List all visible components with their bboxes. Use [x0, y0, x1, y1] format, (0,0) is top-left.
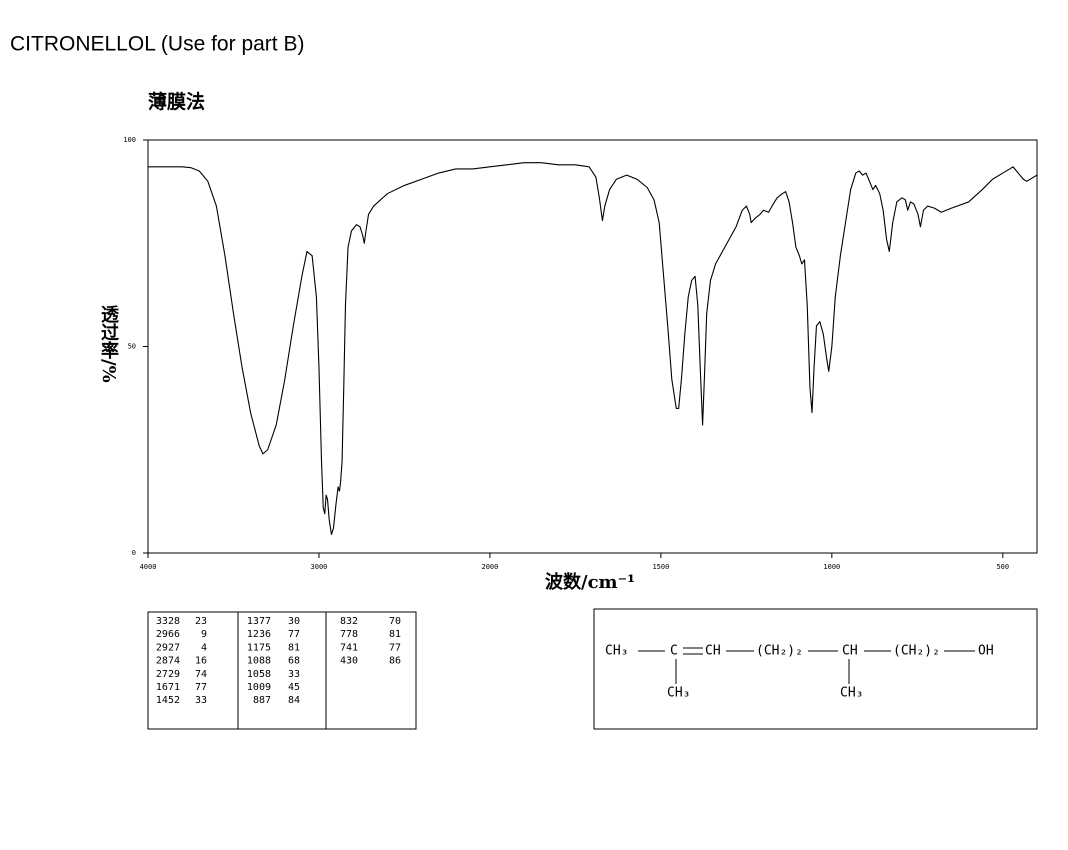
- peak-wavenumber: 1452: [156, 695, 180, 706]
- y-tick-label: 0: [132, 549, 136, 557]
- structure-label: CH₃: [605, 644, 628, 659]
- peak-transmittance: 9: [201, 629, 207, 640]
- structure-label: CH: [705, 644, 721, 659]
- peak-wavenumber: 2927: [156, 642, 180, 653]
- peak-wavenumber: 1377: [247, 616, 271, 627]
- peak-wavenumber: 832: [340, 616, 358, 627]
- structure-label: C: [670, 644, 678, 659]
- peak-wavenumber: 2966: [156, 629, 180, 640]
- peak-wavenumber: 430: [340, 656, 358, 667]
- peak-transmittance: 33: [288, 669, 300, 680]
- peak-transmittance: 84: [288, 695, 300, 706]
- peak-wavenumber: 2874: [156, 656, 180, 667]
- x-tick-label: 4000: [140, 563, 157, 571]
- peak-transmittance: 81: [288, 642, 300, 653]
- peak-table-frame: [147, 611, 417, 730]
- peak-wavenumber: 741: [340, 642, 358, 653]
- peak-transmittance: 23: [195, 616, 207, 627]
- peak-wavenumber: 1236: [247, 629, 271, 640]
- structure-label: CH₃: [840, 686, 863, 701]
- peak-wavenumber: 1671: [156, 682, 180, 693]
- peak-transmittance: 4: [201, 642, 207, 653]
- peak-transmittance: 70: [389, 616, 401, 627]
- peak-wavenumber: 778: [340, 629, 358, 640]
- x-tick-label: 1000: [823, 563, 840, 571]
- peak-wavenumber: 2729: [156, 669, 180, 680]
- peak-wavenumber: 1088: [247, 656, 271, 667]
- peak-transmittance: 45: [288, 682, 300, 693]
- y-axis-label: 透过率/%: [98, 305, 119, 383]
- peak-transmittance: 74: [195, 669, 207, 680]
- peak-transmittance: 16: [195, 656, 207, 667]
- peak-wavenumber: 1175: [247, 642, 271, 653]
- peak-wavenumber: 3328: [156, 616, 180, 627]
- peak-wavenumber: 887: [253, 695, 271, 706]
- peak-transmittance: 33: [195, 695, 207, 706]
- plot-frame: [147, 139, 1038, 554]
- chart-title: 薄膜法: [148, 90, 205, 113]
- x-tick-label: 500: [996, 563, 1009, 571]
- spectrum-line: [148, 162, 1038, 535]
- peak-transmittance: 77: [288, 629, 300, 640]
- x-tick-label: 2000: [481, 563, 498, 571]
- peak-transmittance: 81: [389, 629, 401, 640]
- structure-label: OH: [978, 644, 994, 659]
- peak-wavenumber: 1058: [247, 669, 271, 680]
- peak-transmittance: 77: [195, 682, 207, 693]
- x-tick-label: 1500: [652, 563, 669, 571]
- x-tick-label: 3000: [311, 563, 328, 571]
- y-tick-label: 100: [123, 136, 136, 144]
- peak-transmittance: 77: [389, 642, 401, 653]
- structure-frame: [593, 608, 1038, 730]
- structure-label: CH₃: [667, 686, 690, 701]
- y-tick-label: 50: [128, 343, 136, 351]
- peak-transmittance: 86: [389, 656, 401, 667]
- heading: CITRONELLOL (Use for part B): [10, 33, 304, 56]
- structure-label: CH: [842, 644, 858, 659]
- peak-transmittance: 68: [288, 656, 300, 667]
- peak-wavenumber: 1009: [247, 682, 271, 693]
- structure-label: (CH₂)₂: [756, 644, 803, 659]
- x-axis-label: 波数/cm⁻¹: [545, 571, 635, 593]
- structure-label: (CH₂)₂: [893, 644, 940, 659]
- peak-transmittance: 30: [288, 616, 300, 627]
